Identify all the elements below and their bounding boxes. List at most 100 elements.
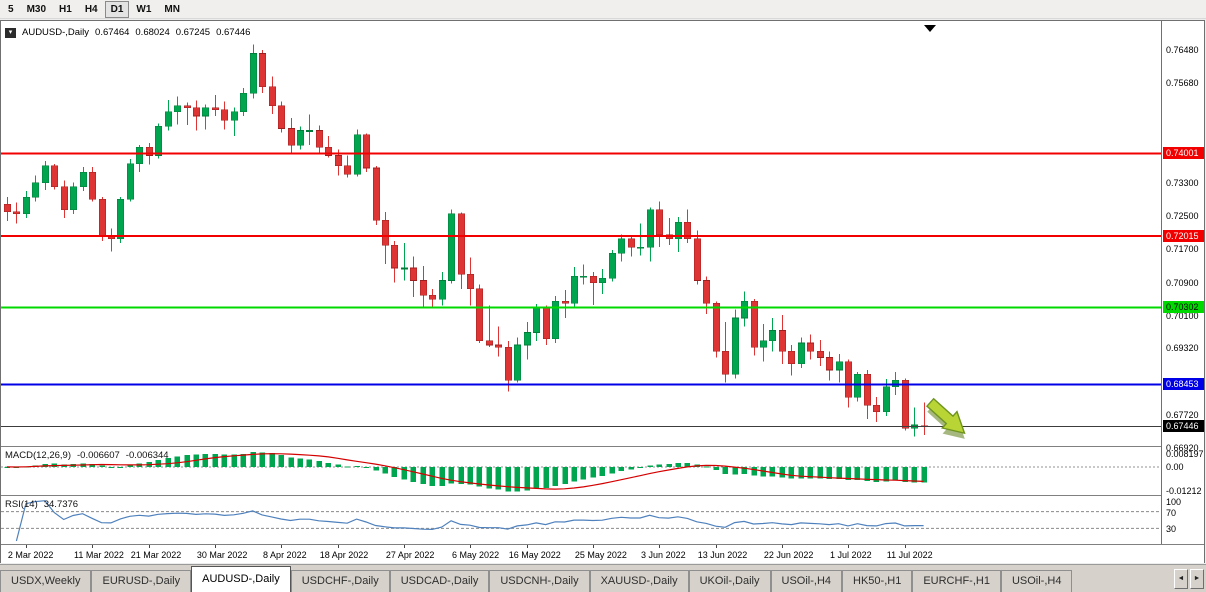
date-label: 22 Jun 2022 — [764, 550, 814, 560]
date-label: 6 May 2022 — [452, 550, 499, 560]
macd-panel — [1, 448, 1161, 494]
high-value: 0.68024 — [135, 27, 169, 38]
date-tick — [905, 545, 906, 548]
chart-tab-usdchf-daily[interactable]: USDCHF-,Daily — [291, 570, 390, 592]
price-tick-label: 0.71700 — [1166, 244, 1199, 254]
chart-shift-marker-icon[interactable] — [924, 25, 936, 32]
macd-signal-value: -0.006344 — [126, 450, 169, 461]
macd-axis-label: -0.01212 — [1166, 486, 1202, 496]
date-tick — [215, 545, 216, 548]
chart-tabs: USDX,WeeklyEURUSD-,DailyAUDUSD-,DailyUSD… — [0, 565, 1174, 592]
chart-tab-hk50-h1[interactable]: HK50-,H1 — [842, 570, 912, 592]
chart-tab-usdcad-daily[interactable]: USDCAD-,Daily — [390, 570, 490, 592]
macd-main-value: -0.006607 — [77, 450, 120, 461]
date-label: 13 Jun 2022 — [698, 550, 748, 560]
chart-tab-usoil-h4[interactable]: USOil-,H4 — [771, 570, 843, 592]
chart-tab-audusd-daily[interactable]: AUDUSD-,Daily — [191, 566, 291, 592]
chart-tab-xauusd-daily[interactable]: XAUUSD-,Daily — [590, 570, 689, 592]
time-axis: 2 Mar 2022 11 Mar 2022 21 Mar 2022 30 Mar 2… — [1, 544, 1204, 563]
symbol-dropdown-icon[interactable]: ▾ — [5, 28, 16, 38]
date-tick — [470, 545, 471, 548]
rsi-value: 34.7376 — [44, 499, 78, 510]
date-label: 30 Mar 2022 — [197, 550, 248, 560]
rsi-panel — [1, 497, 1161, 543]
tabs-scroll-left-button[interactable]: ◄ — [1174, 569, 1188, 589]
date-tick — [527, 545, 528, 548]
rsi-name: RSI(14) — [5, 499, 38, 510]
date-tick — [782, 545, 783, 548]
chart-tab-usoil-h4[interactable]: USOil-,H4 — [1001, 570, 1073, 592]
date-label: 11 Mar 2022 — [74, 550, 124, 560]
timeframe-button-w1[interactable]: W1 — [130, 1, 157, 18]
chart-tab-eurusd-daily[interactable]: EURUSD-,Daily — [91, 570, 191, 592]
price-axis: 0.76480 0.75680 0.73300 0.72500 0.71700 0.709… — [1161, 21, 1204, 544]
date-label: 21 Mar 2022 — [131, 550, 182, 560]
date-tick — [593, 545, 594, 548]
current-price-badge: 0.67446 — [1163, 420, 1204, 432]
panel-separator[interactable] — [1, 495, 1204, 496]
chart-tabs-bar: USDX,WeeklyEURUSD-,DailyAUDUSD-,DailyUSD… — [0, 564, 1206, 592]
date-label: 3 Jun 2022 — [641, 550, 686, 560]
price-tick-label: 0.73300 — [1166, 178, 1199, 188]
date-label: 18 Apr 2022 — [320, 550, 369, 560]
panel-separator[interactable] — [1, 446, 1204, 447]
price-line-badge: 0.72015 — [1163, 230, 1204, 242]
chart-tab-usdcnh-daily[interactable]: USDCNH-,Daily — [489, 570, 589, 592]
rsi-line — [16, 501, 923, 541]
date-label: 25 May 2022 — [575, 550, 627, 560]
rsi-axis-label: 70 — [1166, 508, 1176, 518]
chart-tab-usdx-weekly[interactable]: USDX,Weekly — [0, 570, 91, 592]
date-tick — [281, 545, 282, 548]
close-value: 0.67446 — [216, 27, 250, 38]
date-tick — [149, 545, 150, 548]
date-tick — [404, 545, 405, 548]
symbol-label: AUDUSD-,Daily — [22, 27, 89, 38]
macd-axis-label: 0.008197 — [1166, 449, 1204, 459]
timeframe-toolbar: 5M30H1H4D1W1MN — [0, 0, 1206, 19]
tabs-scroll-right-button[interactable]: ► — [1190, 569, 1204, 589]
chart-tab-eurchf-h1[interactable]: EURCHF-,H1 — [912, 570, 1001, 592]
price-line-badge: 0.68453 — [1163, 378, 1204, 390]
timeframe-button-d1[interactable]: D1 — [105, 1, 130, 18]
macd-axis-label: 0.00 — [1166, 462, 1184, 472]
price-line-badge: 0.70302 — [1163, 301, 1204, 313]
date-label: 27 Apr 2022 — [386, 550, 435, 560]
timeframe-button-h1[interactable]: H1 — [53, 1, 78, 18]
macd-label: MACD(12,26,9) -0.006607 -0.006344 — [5, 450, 169, 461]
timeframe-button-5[interactable]: 5 — [2, 1, 20, 18]
chart-title: ▾ AUDUSD-,Daily 0.67464 0.68024 0.67245 … — [5, 27, 250, 38]
trend-arrow-annotation[interactable] — [920, 394, 975, 445]
date-tick — [26, 545, 27, 548]
open-value: 0.67464 — [95, 27, 129, 38]
timeframe-button-h4[interactable]: H4 — [79, 1, 104, 18]
rsi-axis-label: 100 — [1166, 497, 1181, 507]
chart-window: ▾ AUDUSD-,Daily 0.67464 0.68024 0.67245 … — [0, 20, 1205, 563]
date-tick — [848, 545, 849, 548]
price-tick-label: 0.75680 — [1166, 78, 1199, 88]
rsi-label: RSI(14) 34.7376 — [5, 499, 78, 510]
date-tick — [338, 545, 339, 548]
date-label: 1 Jul 2022 — [830, 550, 872, 560]
date-label: 2 Mar 2022 — [8, 550, 54, 560]
timeframe-button-mn[interactable]: MN — [158, 1, 186, 18]
date-tick — [659, 545, 660, 548]
date-label: 16 May 2022 — [509, 550, 561, 560]
low-value: 0.67245 — [176, 27, 210, 38]
price-tick-label: 0.67720 — [1166, 410, 1199, 420]
candlestick-series — [4, 45, 927, 437]
price-tick-label: 0.70900 — [1166, 278, 1199, 288]
date-label: 8 Apr 2022 — [263, 550, 307, 560]
date-tick — [92, 545, 93, 548]
price-tick-label: 0.76480 — [1166, 45, 1199, 55]
price-tick-label: 0.72500 — [1166, 211, 1199, 221]
date-label: 11 Jul 2022 — [887, 550, 933, 560]
tab-scroll-buttons: ◄ ► — [1174, 565, 1206, 592]
chart-tab-ukoil-daily[interactable]: UKOil-,Daily — [689, 570, 771, 592]
rsi-axis-label: 30 — [1166, 524, 1176, 534]
timeframe-button-m30[interactable]: M30 — [21, 1, 52, 18]
price-tick-label: 0.69320 — [1166, 343, 1199, 353]
macd-name: MACD(12,26,9) — [5, 450, 71, 461]
price-line-badge: 0.74001 — [1163, 147, 1204, 159]
price-chart[interactable] — [1, 21, 1161, 445]
date-tick — [716, 545, 717, 548]
